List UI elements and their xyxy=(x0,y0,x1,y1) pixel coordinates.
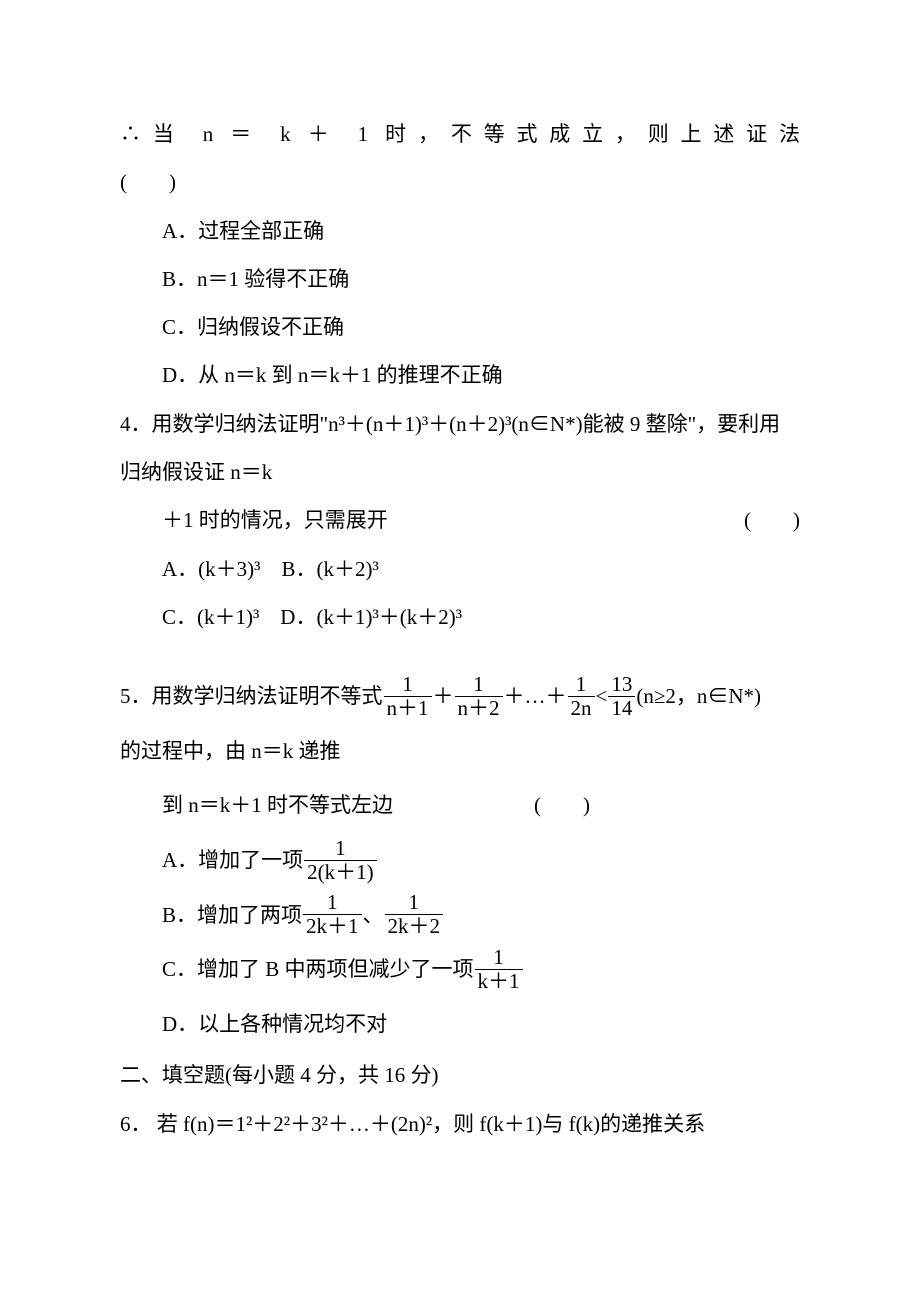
q5-b-frac-1: 12k＋1 xyxy=(303,891,362,938)
q5-frac-3: 12n xyxy=(568,673,595,720)
q5-option-c: C．增加了 B 中两项但减少了一项1k＋1 xyxy=(120,942,800,997)
section-2-heading: 二、填空题(每小题 4 分，共 16 分) xyxy=(120,1051,800,1099)
q4-option-cd: C．(k＋1)³ D．(k＋1)³＋(k＋2)³ xyxy=(120,593,800,641)
q5-blank-bracket: ( ) xyxy=(534,778,590,833)
q5-stem-line3: 到 n＝k＋1 时不等式左边 ( ) xyxy=(120,778,800,833)
q4-stem-line2-text: ＋1 时的情况，只需展开 xyxy=(120,496,388,544)
q5-pre: 5．用数学归纳法证明不等式 xyxy=(120,684,383,708)
q5-stem-line1: 5．用数学归纳法证明不等式1n＋1＋1n＋2＋…＋12n<1314(n≥2，n∈… xyxy=(120,669,800,724)
q5-stem-line2: 的过程中，由 n＝k 递推 xyxy=(120,724,800,779)
q5-tail: (n≥2，n∈N*) xyxy=(636,684,761,708)
q5-option-a: A．增加了一项12(k＋1) xyxy=(120,833,800,888)
q5-option-d: D．以上各种情况均不对 xyxy=(120,997,800,1052)
q5-frac-2: 1n＋2 xyxy=(455,673,503,720)
q4-stem-line1: 4．用数学归纳法证明"n³＋(n＋1)³＋(n＋2)³(n∈N*)能被 9 整除… xyxy=(120,400,800,497)
q5-frac-4: 1314 xyxy=(608,673,635,720)
q5-a-frac: 12(k＋1) xyxy=(304,837,377,884)
q5-c-frac: 1k＋1 xyxy=(475,946,523,993)
q3-option-a: A．过程全部正确 xyxy=(120,207,800,255)
q4-option-ab: A．(k＋3)³ B．(k＋2)³ xyxy=(120,545,800,593)
q3-option-b: B．n＝1 验得不正确 xyxy=(120,255,800,303)
q4-stem-line2: ＋1 时的情况，只需展开 ( ) xyxy=(120,496,800,544)
q3-stem-line1: ∴当 n ＝ k ＋ 1 时，不等式成立，则上述证法 xyxy=(120,110,800,158)
q3-option-c: C．归纳假设不正确 xyxy=(120,303,800,351)
q3-option-d: D．从 n＝k 到 n＝k＋1 的推理不正确 xyxy=(120,351,800,399)
q5-option-b: B．增加了两项12k＋1、12k＋2 xyxy=(120,888,800,943)
q5-frac-1: 1n＋1 xyxy=(384,673,432,720)
q6-stem: 6． 若 f(n)＝1²＋2²＋3²＋…＋(2n)²，则 f(k＋1)与 f(k… xyxy=(120,1100,800,1148)
q3-blank-bracket: ( ) xyxy=(120,158,800,206)
q5-stem-line3-text: 到 n＝k＋1 时不等式左边 xyxy=(120,778,393,833)
q5-b-frac-2: 12k＋2 xyxy=(385,891,444,938)
q4-blank-bracket: ( ) xyxy=(744,496,800,544)
